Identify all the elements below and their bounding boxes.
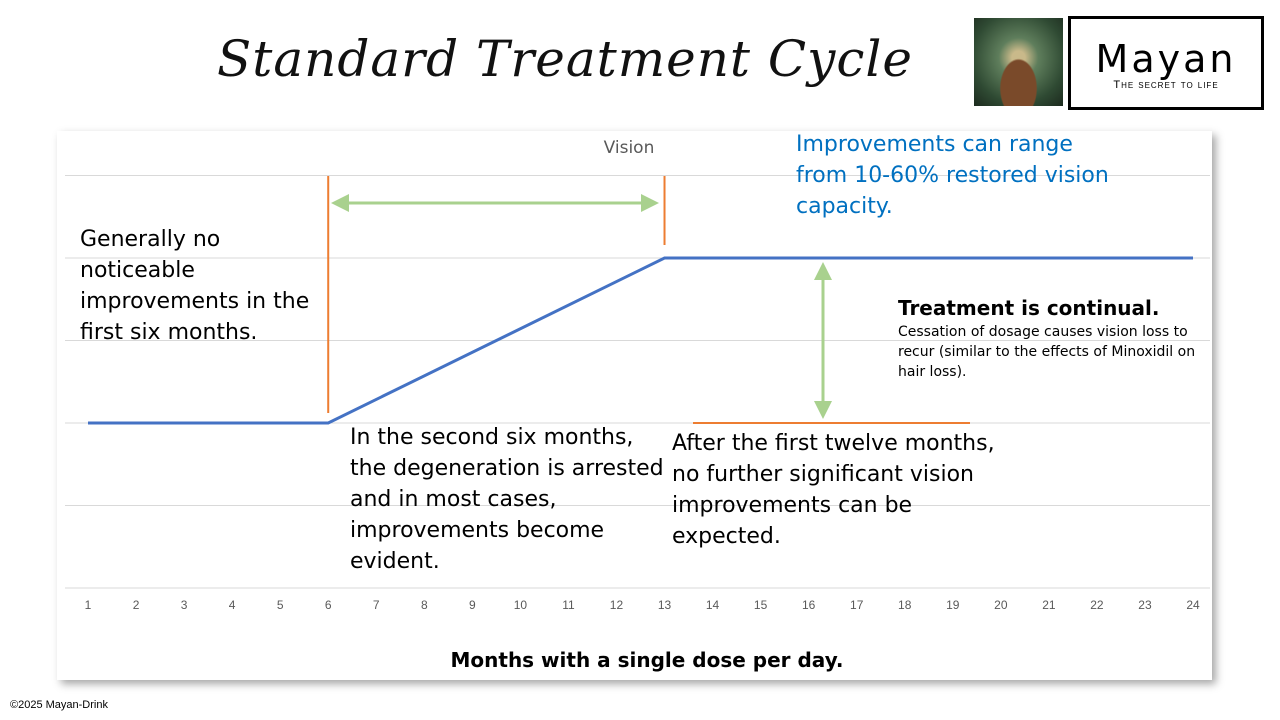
- x-tick-label: 12: [610, 598, 624, 612]
- logo-tagline: The secret to life: [1113, 79, 1219, 91]
- x-tick-label: 2: [133, 598, 140, 612]
- x-tick-label: 20: [994, 598, 1008, 612]
- x-tick-label: 6: [325, 598, 332, 612]
- x-tick-label: 22: [1090, 598, 1104, 612]
- annotation-continual-head: Treatment is continual.: [898, 296, 1160, 320]
- x-tick-label: 24: [1186, 598, 1200, 612]
- x-tick-label: 4: [229, 598, 236, 612]
- logo-brand: Mayan: [1095, 37, 1237, 81]
- annotation-second-six: In the second six months, the degenerati…: [350, 425, 664, 574]
- x-tick-label: 5: [277, 598, 284, 612]
- slide-title: Standard Treatment Cycle: [217, 30, 913, 88]
- x-tick-label: 3: [181, 598, 188, 612]
- x-tick-label: 8: [421, 598, 428, 612]
- mayan-logo: Mayan The secret to life: [1068, 16, 1264, 110]
- x-axis-title: Months with a single dose per day.: [451, 648, 844, 672]
- fountain-photo: [974, 18, 1063, 106]
- series-line-vision: [88, 256, 1193, 425]
- x-tick-label: 13: [658, 598, 672, 612]
- x-tick-label: 15: [754, 598, 768, 612]
- copyright: ©2025 Mayan-Drink: [10, 699, 108, 711]
- x-tick-label: 17: [850, 598, 864, 612]
- x-tick-label: 23: [1138, 598, 1152, 612]
- x-tick-label: 11: [562, 598, 575, 612]
- x-tick-label: 19: [946, 598, 960, 612]
- x-tick-label: 16: [802, 598, 816, 612]
- x-tick-label: 21: [1042, 598, 1056, 612]
- x-tick-label: 7: [373, 598, 380, 612]
- x-tick-label: 18: [898, 598, 912, 612]
- annotation-range: Improvements can range from 10-60% resto…: [796, 132, 1109, 219]
- x-tick-label: 9: [469, 598, 476, 612]
- x-tick-label: 14: [706, 598, 720, 612]
- annotation-continual-body: Cessation of dosage causes vision loss t…: [898, 324, 1196, 380]
- x-tick-label: 1: [85, 598, 92, 612]
- annotation-after-twelve: After the first twelve months, no furthe…: [672, 431, 995, 549]
- x-tick-label: 10: [514, 598, 528, 612]
- annotation-first-six: Generally no noticeable improvements in …: [80, 227, 310, 345]
- series-label: Vision: [604, 138, 655, 158]
